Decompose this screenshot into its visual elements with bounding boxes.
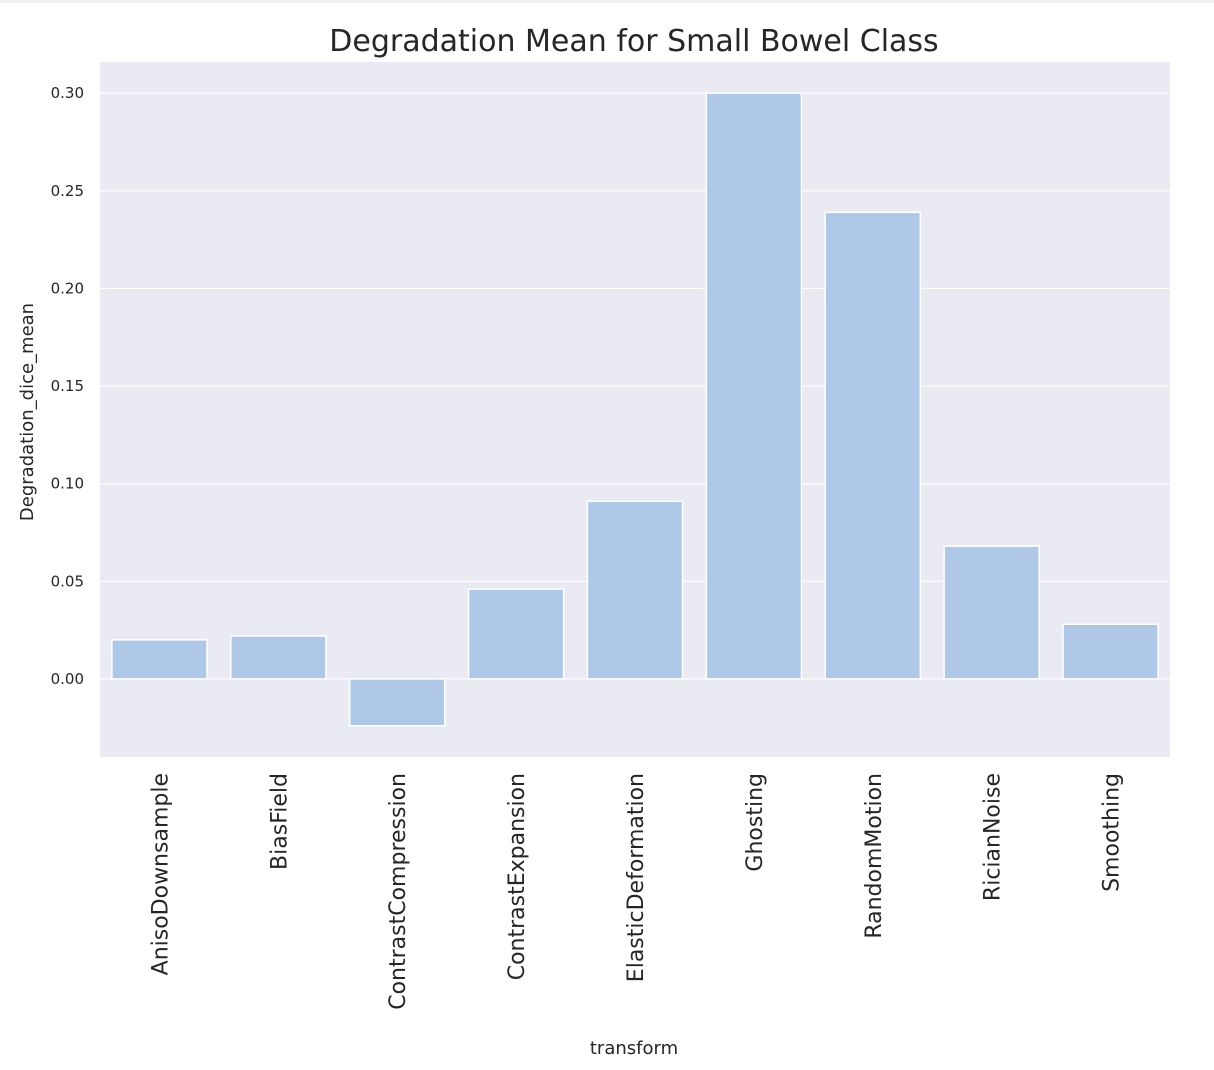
bar-elasticdeformation xyxy=(586,500,684,680)
y-axis-label: Degradation_dice_mean xyxy=(17,303,38,521)
chart-title: Degradation Mean for Small Bowel Class xyxy=(329,24,938,59)
bars xyxy=(111,92,1159,727)
bar-contrastexpansion xyxy=(467,588,565,680)
y-tick-label: 0.30 xyxy=(51,84,84,102)
x-tick-label: ContrastExpansion xyxy=(505,773,530,980)
bar-randommotion xyxy=(824,211,922,680)
x-tick-label: ContrastCompression xyxy=(386,773,411,1010)
y-tick-label: 0.20 xyxy=(51,279,84,297)
bar-anisodownsample xyxy=(111,639,208,680)
y-tick-label: 0.25 xyxy=(51,182,84,200)
top-border xyxy=(0,0,1214,3)
x-tick-label: BiasField xyxy=(267,773,292,870)
bar-riciannoise xyxy=(943,545,1040,680)
bar-biasfield xyxy=(230,635,327,680)
x-tick-label: AnisoDownsample xyxy=(148,773,173,975)
x-axis-ticks: AnisoDownsample BiasField ContrastCompress… xyxy=(148,773,1124,1010)
bar-contrastcompression xyxy=(348,678,446,727)
x-tick-label: RandomMotion xyxy=(862,773,887,939)
bar-smoothing xyxy=(1062,623,1159,680)
y-axis-ticks: 0.00 0.05 0.10 0.15 0.20 0.25 0.30 xyxy=(51,84,84,688)
y-tick-label: 0.00 xyxy=(51,670,84,688)
x-tick-label: Smoothing xyxy=(1100,773,1125,892)
y-tick-label: 0.10 xyxy=(51,475,84,493)
x-tick-label: Ghosting xyxy=(743,773,768,872)
y-tick-label: 0.05 xyxy=(51,572,84,590)
y-tick-label: 0.15 xyxy=(51,377,84,395)
x-axis-label: transform xyxy=(590,1038,678,1059)
x-tick-label: ElasticDeformation xyxy=(624,773,649,982)
x-tick-label: RicianNoise xyxy=(981,773,1006,901)
bar-ghosting xyxy=(705,92,803,680)
